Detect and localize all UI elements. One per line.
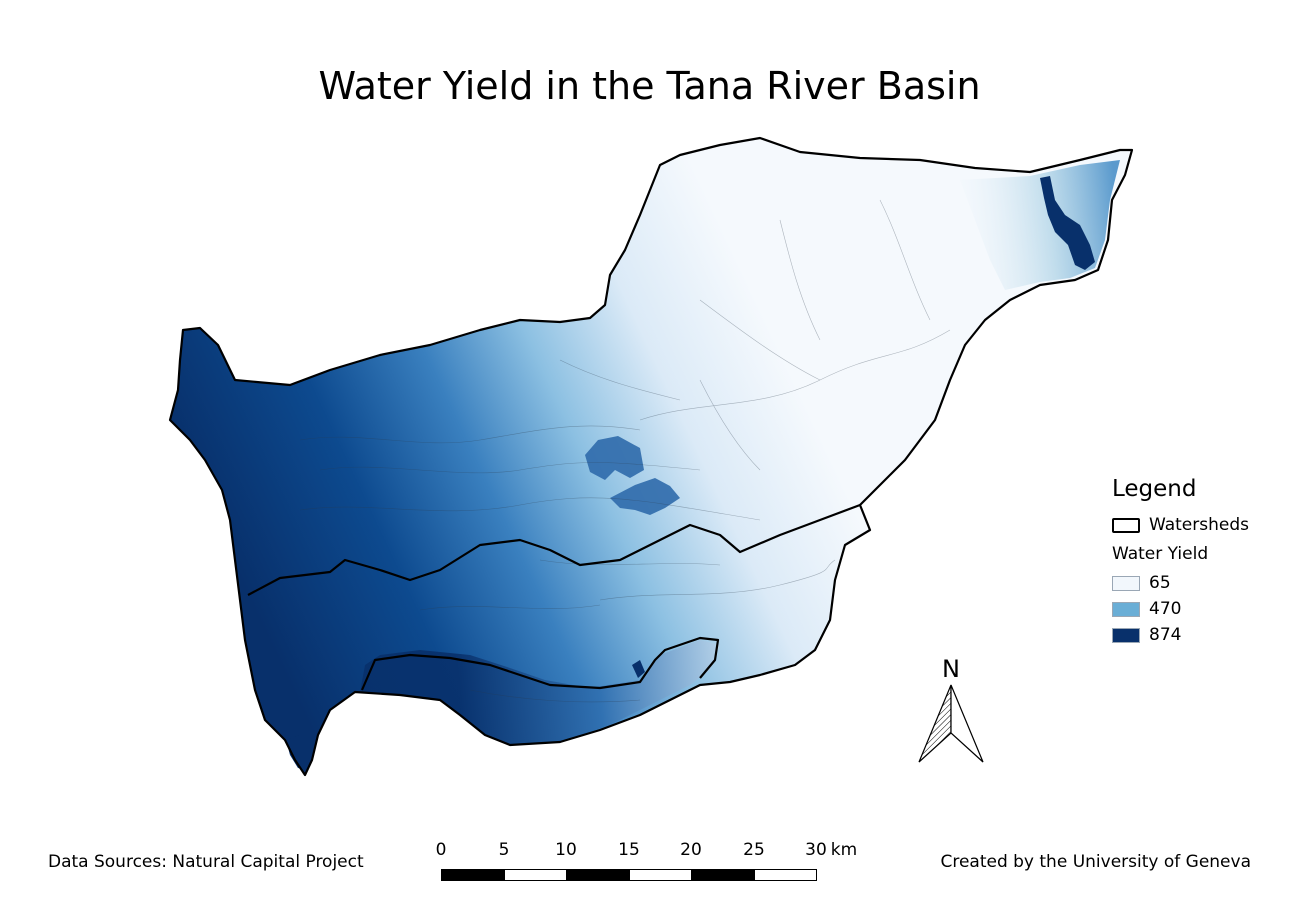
legend-class-high: 874 bbox=[1112, 622, 1249, 648]
scale-tick-label: 10 bbox=[555, 840, 577, 860]
reservoir-southwest bbox=[286, 735, 312, 770]
legend-item-watersheds: Watersheds bbox=[1112, 512, 1249, 538]
scale-segment bbox=[691, 869, 754, 881]
boundary-south bbox=[360, 636, 720, 691]
reservoir-central-2 bbox=[610, 478, 680, 515]
scale-tick-label: 30 bbox=[805, 840, 827, 860]
legend-class-mid: 470 bbox=[1112, 596, 1249, 622]
legend-water-yield-label: Water Yield bbox=[1112, 544, 1209, 564]
legend-class-label: 470 bbox=[1149, 599, 1182, 619]
watershed-swatch bbox=[1112, 517, 1140, 533]
legend-swatch-low bbox=[1112, 575, 1140, 591]
scale-tick-label: 20 bbox=[680, 840, 702, 860]
map-title: Water Yield in the Tana River Basin bbox=[318, 64, 981, 108]
legend-class-low: 65 bbox=[1112, 570, 1249, 596]
scale-segment bbox=[566, 869, 629, 881]
legend-title: Legend bbox=[1112, 476, 1197, 502]
stream-network bbox=[299, 199, 951, 703]
scale-segment bbox=[754, 869, 817, 881]
reservoir-south bbox=[632, 660, 645, 678]
river-east bbox=[1040, 176, 1095, 270]
legend-class-label: 874 bbox=[1149, 625, 1182, 645]
scale-tick-label: 15 bbox=[618, 840, 640, 860]
scale-segment bbox=[441, 869, 504, 881]
watershed-boundaries bbox=[168, 136, 1134, 777]
south-watershed-fill bbox=[360, 640, 720, 745]
north-arrow-icon bbox=[918, 684, 984, 763]
scale-tick-label: 5 bbox=[498, 840, 510, 860]
basin-area bbox=[170, 138, 1132, 775]
boundary-middle bbox=[247, 503, 861, 596]
legend: Legend Watersheds Water Yield 65 470 874 bbox=[1112, 476, 1249, 648]
scale-unit: km bbox=[830, 840, 858, 860]
legend-watersheds-label: Watersheds bbox=[1149, 515, 1249, 535]
scale-bar: 0 5 10 15 20 25 30 km bbox=[430, 838, 870, 888]
north-arrow: N bbox=[914, 655, 988, 767]
credit-text: Created by the University of Geneva bbox=[940, 852, 1251, 872]
scale-segment bbox=[504, 869, 567, 881]
data-sources-text: Data Sources: Natural Capital Project bbox=[48, 852, 364, 872]
reservoir-central bbox=[585, 436, 644, 480]
legend-swatch-high bbox=[1112, 627, 1140, 643]
scale-tick-label: 25 bbox=[743, 840, 765, 860]
scale-segment bbox=[629, 869, 692, 881]
scale-tick-label: 0 bbox=[435, 840, 447, 860]
legend-class-label: 65 bbox=[1149, 573, 1171, 593]
basin-outline bbox=[168, 136, 1134, 777]
north-label: N bbox=[942, 655, 960, 683]
legend-swatch-mid bbox=[1112, 601, 1140, 617]
